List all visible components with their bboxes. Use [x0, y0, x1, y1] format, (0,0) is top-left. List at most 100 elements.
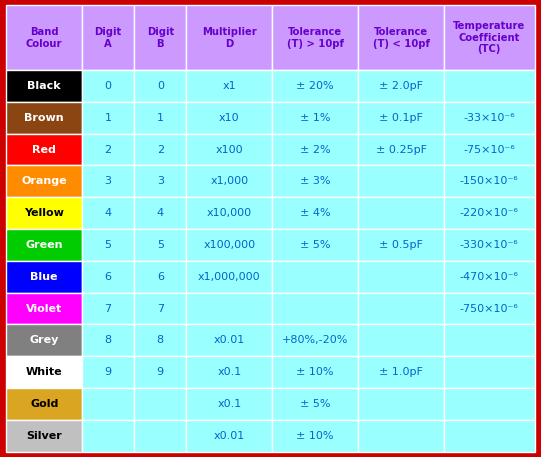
- FancyBboxPatch shape: [82, 420, 134, 452]
- Text: Multiplier
D: Multiplier D: [202, 27, 256, 48]
- FancyBboxPatch shape: [134, 388, 186, 420]
- FancyBboxPatch shape: [272, 229, 358, 261]
- FancyBboxPatch shape: [444, 197, 535, 229]
- Text: 2: 2: [104, 144, 111, 154]
- FancyBboxPatch shape: [272, 70, 358, 102]
- FancyBboxPatch shape: [134, 102, 186, 134]
- FancyBboxPatch shape: [358, 5, 444, 70]
- FancyBboxPatch shape: [134, 70, 186, 102]
- FancyBboxPatch shape: [6, 324, 82, 356]
- FancyBboxPatch shape: [6, 229, 82, 261]
- FancyBboxPatch shape: [82, 356, 134, 388]
- Text: ± 5%: ± 5%: [300, 399, 331, 409]
- FancyBboxPatch shape: [6, 5, 82, 70]
- Text: 5: 5: [104, 240, 111, 250]
- FancyBboxPatch shape: [444, 5, 535, 70]
- FancyBboxPatch shape: [186, 197, 272, 229]
- Text: 8: 8: [104, 335, 111, 345]
- Text: ± 0.5pF: ± 0.5pF: [379, 240, 423, 250]
- Text: Brown: Brown: [24, 113, 64, 123]
- Text: -750×10⁻⁶: -750×10⁻⁶: [460, 303, 519, 314]
- FancyBboxPatch shape: [444, 324, 535, 356]
- FancyBboxPatch shape: [358, 70, 444, 102]
- Text: 3: 3: [157, 176, 164, 186]
- FancyBboxPatch shape: [358, 229, 444, 261]
- Text: Violet: Violet: [26, 303, 62, 314]
- FancyBboxPatch shape: [186, 165, 272, 197]
- Text: x0.01: x0.01: [214, 430, 245, 441]
- FancyBboxPatch shape: [272, 197, 358, 229]
- Text: Green: Green: [25, 240, 63, 250]
- FancyBboxPatch shape: [272, 388, 358, 420]
- Text: 9: 9: [157, 367, 164, 377]
- FancyBboxPatch shape: [272, 261, 358, 292]
- FancyBboxPatch shape: [444, 388, 535, 420]
- FancyBboxPatch shape: [134, 5, 186, 70]
- Text: ± 20%: ± 20%: [296, 81, 334, 91]
- FancyBboxPatch shape: [444, 165, 535, 197]
- FancyBboxPatch shape: [272, 324, 358, 356]
- FancyBboxPatch shape: [134, 292, 186, 324]
- Text: ± 10%: ± 10%: [296, 430, 334, 441]
- Text: ± 10%: ± 10%: [296, 367, 334, 377]
- FancyBboxPatch shape: [186, 356, 272, 388]
- Text: Grey: Grey: [30, 335, 59, 345]
- FancyBboxPatch shape: [134, 261, 186, 292]
- FancyBboxPatch shape: [186, 420, 272, 452]
- FancyBboxPatch shape: [82, 229, 134, 261]
- Text: Band
Colour: Band Colour: [26, 27, 62, 48]
- Text: x1,000,000: x1,000,000: [198, 272, 261, 282]
- FancyBboxPatch shape: [358, 261, 444, 292]
- FancyBboxPatch shape: [134, 134, 186, 165]
- Text: 1: 1: [157, 113, 164, 123]
- FancyBboxPatch shape: [82, 197, 134, 229]
- Text: Yellow: Yellow: [24, 208, 64, 218]
- FancyBboxPatch shape: [444, 356, 535, 388]
- FancyBboxPatch shape: [6, 420, 82, 452]
- Text: x10: x10: [219, 113, 240, 123]
- FancyBboxPatch shape: [82, 261, 134, 292]
- Text: Black: Black: [28, 81, 61, 91]
- Text: 1: 1: [104, 113, 111, 123]
- Text: 3: 3: [104, 176, 111, 186]
- Text: ± 2%: ± 2%: [300, 144, 331, 154]
- FancyBboxPatch shape: [186, 229, 272, 261]
- Text: x0.1: x0.1: [217, 367, 241, 377]
- FancyBboxPatch shape: [444, 229, 535, 261]
- Text: -75×10⁻⁶: -75×10⁻⁶: [464, 144, 515, 154]
- Text: -220×10⁻⁶: -220×10⁻⁶: [460, 208, 519, 218]
- FancyBboxPatch shape: [358, 165, 444, 197]
- FancyBboxPatch shape: [444, 70, 535, 102]
- Text: x100: x100: [215, 144, 243, 154]
- Text: x0.1: x0.1: [217, 399, 241, 409]
- FancyBboxPatch shape: [272, 102, 358, 134]
- Text: Digit
A: Digit A: [95, 27, 122, 48]
- Text: Digit
B: Digit B: [147, 27, 174, 48]
- Text: Silver: Silver: [27, 430, 62, 441]
- Text: ± 2.0pF: ± 2.0pF: [379, 81, 423, 91]
- FancyBboxPatch shape: [358, 102, 444, 134]
- Text: ± 0.25pF: ± 0.25pF: [375, 144, 426, 154]
- FancyBboxPatch shape: [134, 324, 186, 356]
- FancyBboxPatch shape: [6, 356, 82, 388]
- FancyBboxPatch shape: [358, 292, 444, 324]
- Text: Tolerance
(T) > 10pf: Tolerance (T) > 10pf: [287, 27, 344, 48]
- FancyBboxPatch shape: [272, 134, 358, 165]
- FancyBboxPatch shape: [134, 197, 186, 229]
- FancyBboxPatch shape: [82, 165, 134, 197]
- FancyBboxPatch shape: [134, 165, 186, 197]
- FancyBboxPatch shape: [186, 70, 272, 102]
- Text: +80%,-20%: +80%,-20%: [282, 335, 348, 345]
- Text: x1: x1: [222, 81, 236, 91]
- FancyBboxPatch shape: [6, 197, 82, 229]
- FancyBboxPatch shape: [82, 70, 134, 102]
- FancyBboxPatch shape: [186, 102, 272, 134]
- Text: Red: Red: [32, 144, 56, 154]
- Text: -330×10⁻⁶: -330×10⁻⁶: [460, 240, 519, 250]
- Text: Temperature
Coefficient
(TC): Temperature Coefficient (TC): [453, 21, 525, 54]
- FancyBboxPatch shape: [358, 388, 444, 420]
- Text: 7: 7: [104, 303, 111, 314]
- FancyBboxPatch shape: [186, 261, 272, 292]
- FancyBboxPatch shape: [272, 292, 358, 324]
- FancyBboxPatch shape: [272, 5, 358, 70]
